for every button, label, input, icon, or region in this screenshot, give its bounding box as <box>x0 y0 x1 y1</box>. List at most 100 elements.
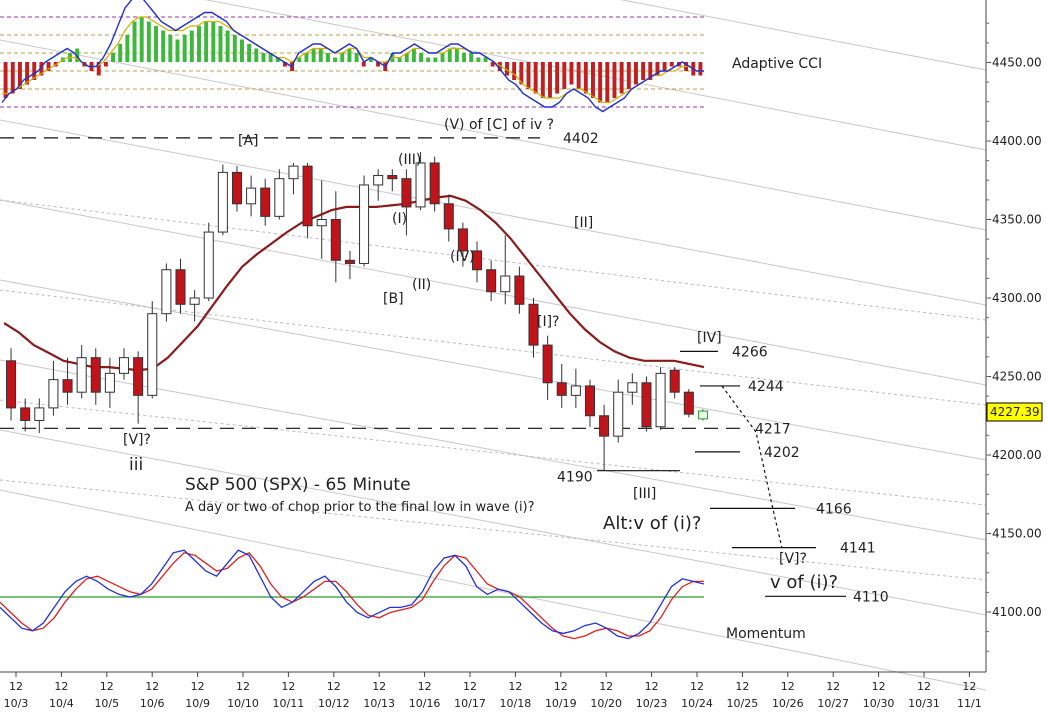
candle-body <box>316 219 327 227</box>
wave-label: iii <box>129 455 143 475</box>
wave-label: v of (i)? <box>770 572 838 593</box>
candle-body <box>231 171 242 205</box>
date-tick-hour: 12 <box>735 680 749 693</box>
date-tick-day: 10/24 <box>681 697 713 710</box>
wave-label: (II) <box>412 277 431 293</box>
wave-label: (V) of [C] of iv ? <box>444 117 554 133</box>
date-tick-hour: 12 <box>781 680 795 693</box>
date-tick-hour: 12 <box>554 680 568 693</box>
channel-line <box>0 489 987 691</box>
candle-body <box>472 250 483 271</box>
date-tick-day: 10/6 <box>140 697 165 710</box>
candle-body <box>6 360 17 409</box>
date-tick-hour: 12 <box>508 680 522 693</box>
candle-body <box>415 162 426 208</box>
candle-body <box>288 165 299 180</box>
candle-body <box>147 313 158 396</box>
candle-body <box>175 269 186 305</box>
cci-main-line <box>1 0 704 113</box>
wave-label: (I) <box>392 211 407 227</box>
cci-signal-line <box>2 16 704 104</box>
candle-body <box>514 275 525 305</box>
channel-line <box>0 429 987 616</box>
candle-body <box>189 297 200 305</box>
candle-body <box>133 357 144 396</box>
candle-body <box>20 407 31 421</box>
price-tick-label: 4250.00 <box>992 370 1042 384</box>
channel-line <box>0 39 987 231</box>
candle-body <box>373 175 384 186</box>
channel-line <box>0 199 987 386</box>
date-tick-day: 10/31 <box>908 697 940 710</box>
date-tick-hour: 12 <box>9 680 23 693</box>
date-tick-day: 10/30 <box>863 697 895 710</box>
candlestick-series <box>6 151 708 471</box>
channel-lines <box>0 0 987 691</box>
date-tick-hour: 12 <box>463 680 477 693</box>
wave-labels: [A] (V) of [C] of iv ? (III) (I) [B] (II… <box>123 117 838 593</box>
date-tick-hour: 12 <box>418 680 432 693</box>
date-tick-day: 10/27 <box>817 697 849 710</box>
candle-body <box>330 219 341 261</box>
chart-title: S&P 500 (SPX) - 65 Minute <box>185 475 411 495</box>
level-label: 4402 <box>563 131 599 147</box>
level-label: 4141 <box>840 541 876 557</box>
channel-line <box>0 359 987 541</box>
current-price-label: 4227.39 <box>990 405 1040 419</box>
adaptive-cci-panel <box>0 0 704 113</box>
candle-body <box>344 259 355 264</box>
candle-body <box>76 357 87 393</box>
candle-body <box>387 175 398 180</box>
level-label: 4217 <box>755 421 791 437</box>
price-tick-label: 4350.00 <box>992 213 1042 227</box>
candle-body <box>528 303 539 346</box>
date-tick-day: 10/5 <box>94 697 119 710</box>
price-tick-label: 4200.00 <box>992 448 1042 462</box>
momentum-signal-line <box>0 551 704 640</box>
candle-body <box>613 391 624 437</box>
candle-body <box>104 372 115 393</box>
wave-label: [B] <box>383 291 404 307</box>
date-tick-hour: 12 <box>236 680 250 693</box>
wave-label: (III) <box>398 152 421 168</box>
candle-body <box>401 178 412 208</box>
momentum-label: Momentum <box>726 626 806 642</box>
wave-label: [III] <box>633 486 656 502</box>
price-tick-label: 4100.00 <box>992 605 1042 619</box>
candle-body <box>570 385 581 396</box>
candle-body <box>697 410 708 420</box>
candle-body <box>500 275 511 293</box>
date-tick-hour: 12 <box>54 680 68 693</box>
price-tick-label: 4450.00 <box>992 56 1042 70</box>
candle-body <box>302 165 313 227</box>
candle-body <box>584 385 595 417</box>
candle-body <box>486 269 497 293</box>
candle-body <box>655 372 666 428</box>
date-tick-day: 10/23 <box>636 697 668 710</box>
candle-body <box>542 344 553 384</box>
price-tick-label: 4150.00 <box>992 527 1042 541</box>
candle-body <box>627 382 638 393</box>
date-tick-hour: 12 <box>690 680 704 693</box>
date-tick-hour: 12 <box>372 680 386 693</box>
level-label: 4244 <box>748 379 784 395</box>
price-tick-label: 4400.00 <box>992 134 1042 148</box>
level-label: 4266 <box>732 344 768 360</box>
candle-body <box>90 357 101 393</box>
candle-body <box>683 391 694 415</box>
date-tick-day: 10/9 <box>185 697 210 710</box>
candle-body <box>429 162 440 205</box>
wave-label: Alt:v of (i)? <box>603 513 701 534</box>
channel-line <box>204 0 987 151</box>
chart-subtitle: A day or two of chop prior to the final … <box>185 500 535 515</box>
date-tick-hour: 12 <box>645 680 659 693</box>
candle-body <box>457 228 468 252</box>
wave-label: (IV) <box>450 249 475 265</box>
date-tick-day: 10/10 <box>227 697 259 710</box>
momentum-main-line <box>0 549 705 640</box>
candle-body <box>217 171 228 233</box>
date-tick-day: 10/19 <box>545 697 577 710</box>
date-tick-day: 10/26 <box>772 697 804 710</box>
wave-label: [IV] <box>697 330 722 346</box>
wave-label: [II] <box>574 215 593 231</box>
